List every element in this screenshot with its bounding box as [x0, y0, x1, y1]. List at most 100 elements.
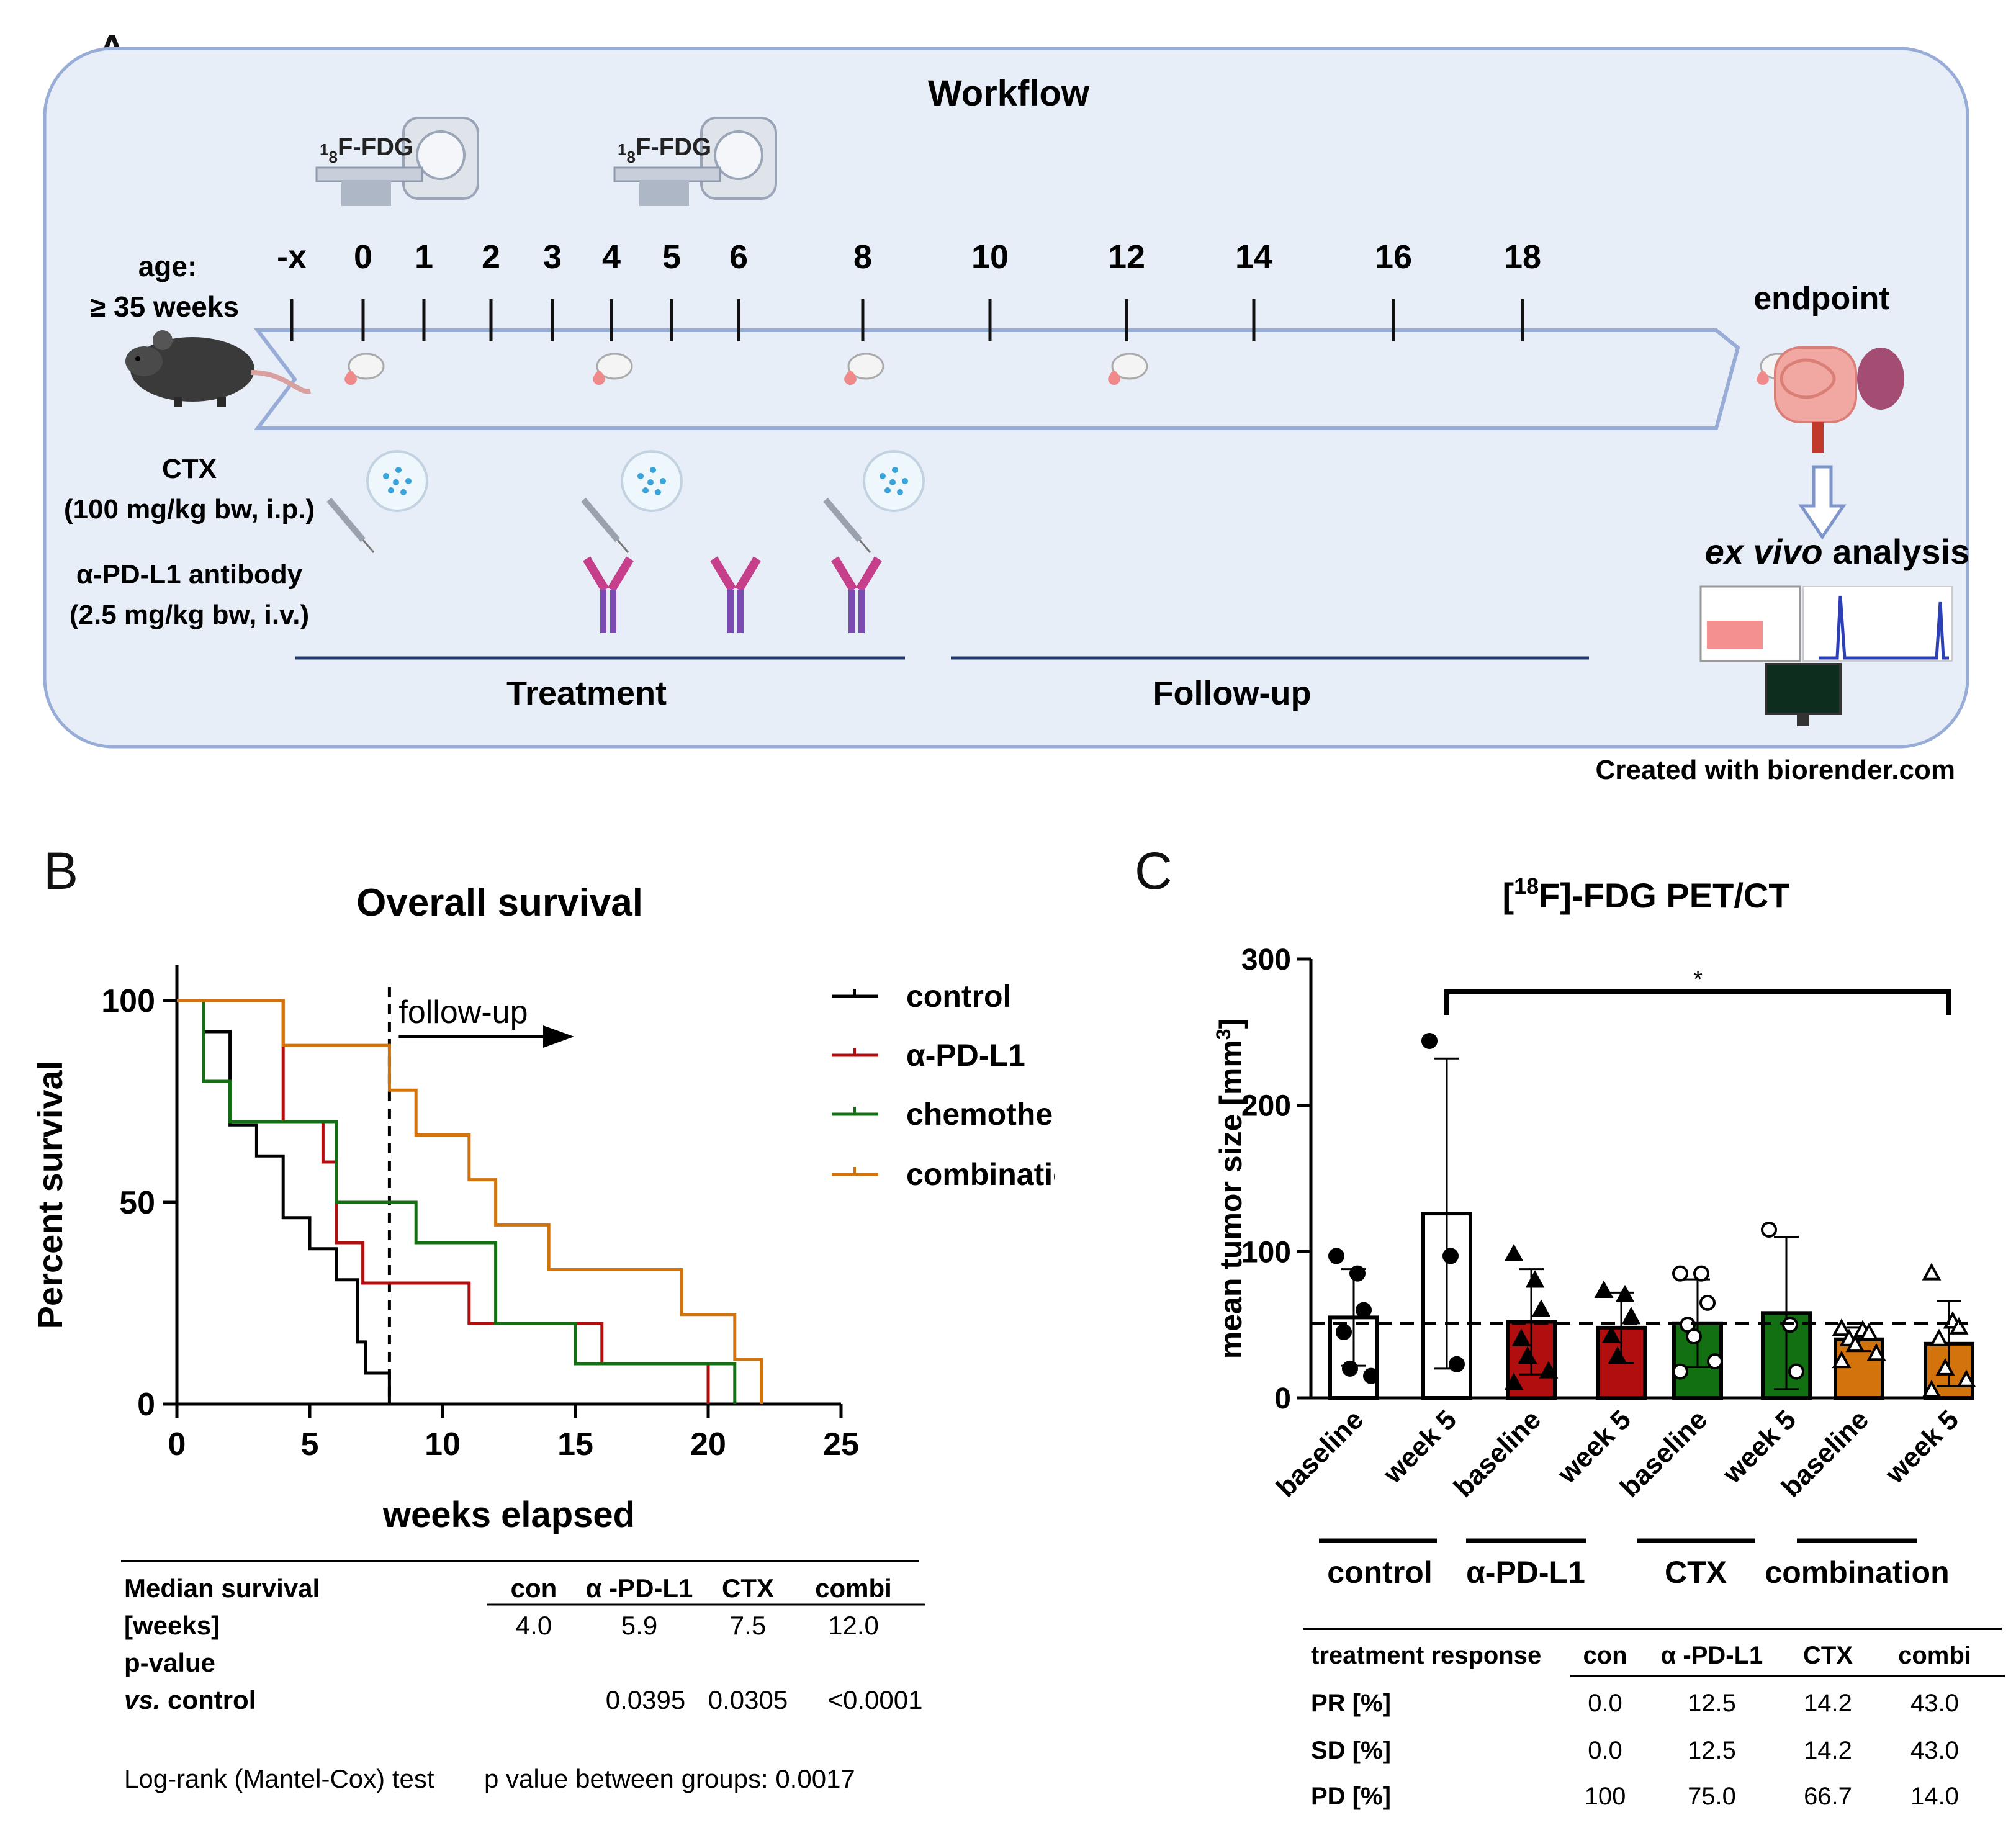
- data-point: [1859, 1323, 1879, 1341]
- data-point: [1539, 1361, 1559, 1379]
- survival-x-tick-label: 20: [690, 1426, 726, 1462]
- data-point: [1672, 1265, 1688, 1282]
- antibody-icon: [582, 556, 634, 633]
- legend-label: α-PD-L1: [906, 1038, 1025, 1073]
- data-point: [1693, 1265, 1709, 1282]
- data-point: [1956, 1369, 1976, 1387]
- response-cell: 43.0: [1910, 1690, 1959, 1717]
- data-point: [1449, 1356, 1465, 1372]
- response-cell: 0.0: [1588, 1737, 1622, 1764]
- response-cell: 75.0: [1688, 1783, 1736, 1810]
- survival-x-tick-label: 10: [425, 1426, 461, 1462]
- survival-cell: 7.5: [730, 1611, 766, 1640]
- workflow-panel: Workflow 18F-FDG 18F-FDG age: ≥ 35 weeks…: [43, 47, 1970, 785]
- ctx-label: CTX: [162, 454, 217, 484]
- mouse-icon: [125, 330, 311, 407]
- data-point: [1845, 1334, 1865, 1353]
- data-point: [1349, 1265, 1366, 1282]
- credit-text: Created with biorender.com: [1596, 755, 1955, 785]
- timeline-tick-label: 8: [853, 238, 872, 276]
- group-label: CTX: [1665, 1555, 1727, 1590]
- survival-cell: 12.0: [828, 1611, 879, 1640]
- response-cell: 14.2: [1804, 1737, 1852, 1764]
- bar-category-label: baseline: [1448, 1404, 1547, 1503]
- response-cell: 0.0: [1588, 1690, 1622, 1717]
- data-point: [1608, 1346, 1627, 1364]
- significance-bracket: [1444, 989, 1951, 1015]
- data-point: [1949, 1317, 1969, 1335]
- survival-footnote-right: p value between groups: 0.0017: [484, 1764, 855, 1793]
- survival-table-header: combi: [815, 1574, 892, 1603]
- followup-arrow-head: [543, 1025, 574, 1048]
- bar-y-tick-label: 0: [1274, 1382, 1291, 1415]
- data-point: [1363, 1367, 1379, 1384]
- survival-title: Overall survival: [356, 881, 643, 924]
- blood-sample-icon: [593, 353, 633, 385]
- data-point: [1866, 1343, 1886, 1361]
- survival-cell: <0.0001: [828, 1685, 923, 1714]
- survival-row-label: vs. control: [124, 1685, 256, 1714]
- timeline-tick-label: 5: [662, 238, 681, 276]
- survival-cell: 5.9: [621, 1611, 657, 1640]
- bar-ylabel: mean tumor size [mm3]: [1212, 1019, 1248, 1359]
- timeline-tick-label: 16: [1375, 238, 1412, 276]
- response-header: treatment response: [1311, 1642, 1541, 1669]
- survival-x-tick-label: 5: [301, 1426, 319, 1462]
- data-point: [1421, 1032, 1438, 1049]
- age-value: ≥ 35 weeks: [90, 290, 239, 323]
- data-point: [1342, 1360, 1358, 1377]
- data-point: [1686, 1328, 1702, 1345]
- data-point: [1788, 1363, 1804, 1380]
- age-label: age:: [138, 250, 197, 282]
- data-point: [1504, 1243, 1524, 1262]
- data-point: [1601, 1325, 1621, 1344]
- survival-cell: 0.0305: [708, 1685, 788, 1714]
- survival-row-label: p-value: [124, 1648, 215, 1677]
- data-point: [1935, 1358, 1955, 1376]
- bar-y-tick-label: 100: [1241, 1236, 1291, 1269]
- followup-label: Follow-up: [1153, 675, 1312, 712]
- survival-table-header: Median survival: [124, 1574, 320, 1603]
- pet-label-1: 18F-FDG: [320, 133, 413, 166]
- antibody-injections: [582, 556, 883, 633]
- data-point: [1328, 1248, 1344, 1264]
- legend-label: chemotherapy: [906, 1097, 1055, 1132]
- survival-legend: control α-PD-L1 chemotherapy combination: [832, 979, 1055, 1192]
- data-point: [1922, 1263, 1942, 1281]
- response-cell: 12.5: [1688, 1737, 1736, 1764]
- data-point: [1922, 1380, 1942, 1398]
- antibody-icon: [830, 556, 883, 633]
- exvivo-label: ex vivo analysis: [1705, 532, 1970, 571]
- response-header: CTX: [1803, 1642, 1853, 1669]
- response-header: α -PD-L1: [1661, 1642, 1763, 1669]
- ctx-syringe-icon: [326, 450, 428, 553]
- data-point: [1615, 1284, 1635, 1303]
- ctx-injections: [326, 450, 925, 553]
- treatment-label: Treatment: [506, 675, 667, 712]
- data-point: [1832, 1350, 1852, 1369]
- organs-icon: [1774, 346, 1904, 453]
- ctx-dose: (100 mg/kg bw, i.p.): [64, 494, 315, 525]
- timeline-tick-label: 10: [971, 238, 1009, 276]
- bar-category-label: week 5: [1879, 1404, 1964, 1489]
- survival-chart: Overall survival Percent survival weeks …: [30, 881, 1055, 1535]
- survival-y-tick-label: 50: [119, 1185, 155, 1221]
- workflow-title: Workflow: [928, 73, 1090, 114]
- data-point: [1594, 1280, 1614, 1298]
- response-header: con: [1583, 1642, 1627, 1669]
- survival-table-header: CTX: [722, 1574, 774, 1603]
- bar-y-tick-label: 300: [1241, 944, 1291, 976]
- blood-sample-icon: [1108, 353, 1148, 385]
- survival-table-header: con: [511, 1574, 557, 1603]
- data-point: [1336, 1323, 1352, 1340]
- survival-row-label: [weeks]: [124, 1611, 220, 1640]
- data-point: [1621, 1307, 1641, 1325]
- flow-cytometry-icon: [1699, 585, 1953, 726]
- timeline-ticks: -x 0 1 2 3 4 5 6 8 10 12 14 16 18: [277, 238, 1541, 341]
- blood-sample-icon: [844, 353, 884, 385]
- timeline-arrow: [253, 328, 1740, 430]
- data-point: [1672, 1363, 1688, 1380]
- timeline-tick-label: 12: [1108, 238, 1145, 276]
- pet-scanner-icon: [315, 117, 479, 206]
